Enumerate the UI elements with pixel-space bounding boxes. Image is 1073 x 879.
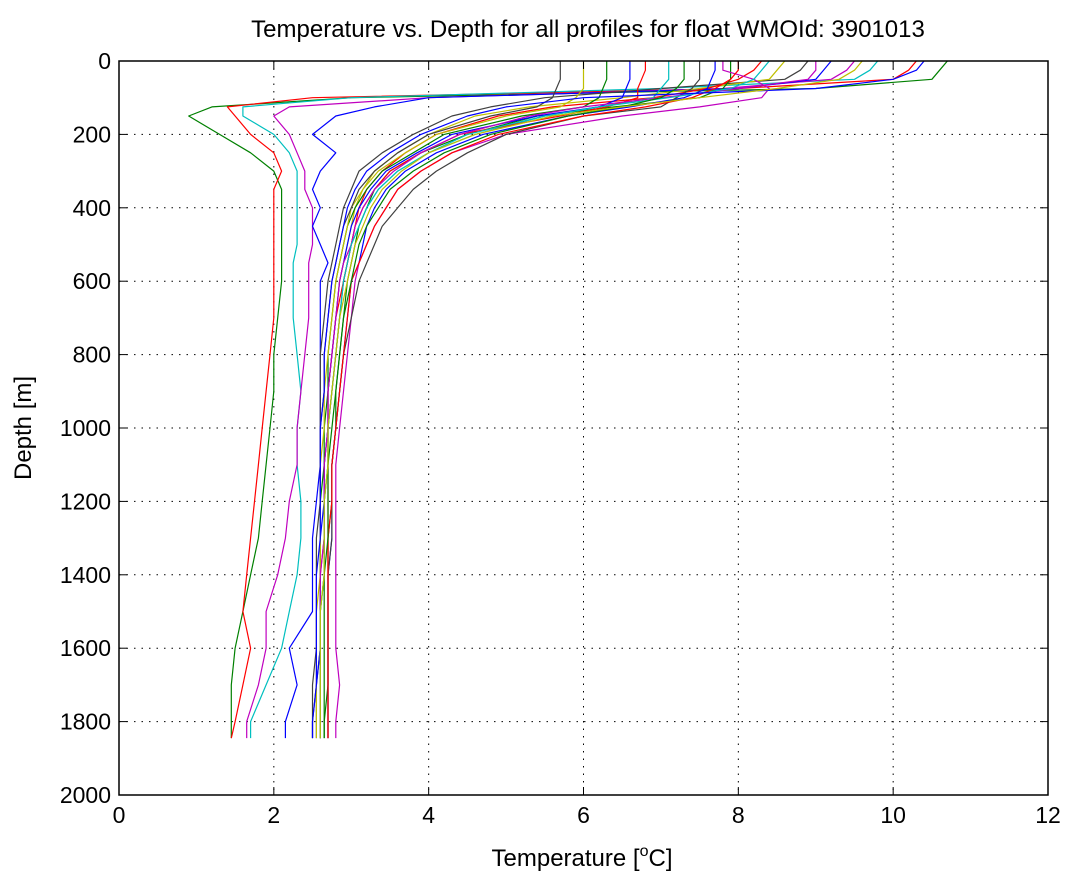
x-tick-label: 10 [880, 802, 906, 828]
profile-line-5 [284, 61, 832, 739]
y-tick-label: 1800 [60, 709, 111, 735]
x-tick-label: 4 [422, 802, 435, 828]
chart-title: Temperature vs. Depth for all profiles f… [251, 16, 925, 43]
x-tick-label: 8 [732, 802, 745, 828]
y-axis-label: Depth [m] [10, 376, 37, 480]
x-tick-label: 2 [267, 802, 280, 828]
y-tick-label: 400 [73, 195, 111, 221]
plot-background [119, 61, 1048, 795]
y-tick-label: 800 [73, 342, 111, 368]
y-tick-label: 200 [73, 121, 111, 147]
profile-line-22 [323, 61, 685, 739]
profile-line-19 [319, 61, 817, 739]
x-axis-label-suffix: C] [648, 845, 672, 872]
y-tick-label: 2000 [60, 782, 111, 808]
profile-line-24 [319, 61, 863, 739]
y-axis-ticks: 0 200 400 600 800 1000 1200 1400 1600 1800 2000 [60, 48, 1048, 808]
y-tick-label: 1400 [60, 562, 111, 588]
profile-line-2 [226, 61, 917, 739]
y-tick-label: 1000 [60, 415, 111, 441]
x-axis-label-superscript: o [640, 843, 649, 860]
profile-lines [188, 61, 948, 739]
profile-line-3 [242, 61, 879, 739]
profile-line-21 [327, 61, 739, 739]
x-tick-label: 6 [577, 802, 590, 828]
y-tick-label: 1200 [60, 488, 111, 514]
x-tick-label: 12 [1035, 802, 1061, 828]
profile-line-4 [246, 61, 855, 739]
x-axis-ticks: 0 2 4 6 8 10 12 [113, 61, 1061, 828]
y-tick-label: 0 [98, 48, 111, 74]
profile-line-23 [311, 61, 925, 739]
x-tick-label: 0 [113, 802, 126, 828]
x-axis-label: Temperature [oC] [492, 843, 673, 872]
profile-line-17 [315, 61, 585, 739]
y-tick-label: 1600 [60, 635, 111, 661]
x-axis-label-prefix: Temperature [ [492, 845, 640, 872]
y-tick-label: 600 [73, 268, 111, 294]
